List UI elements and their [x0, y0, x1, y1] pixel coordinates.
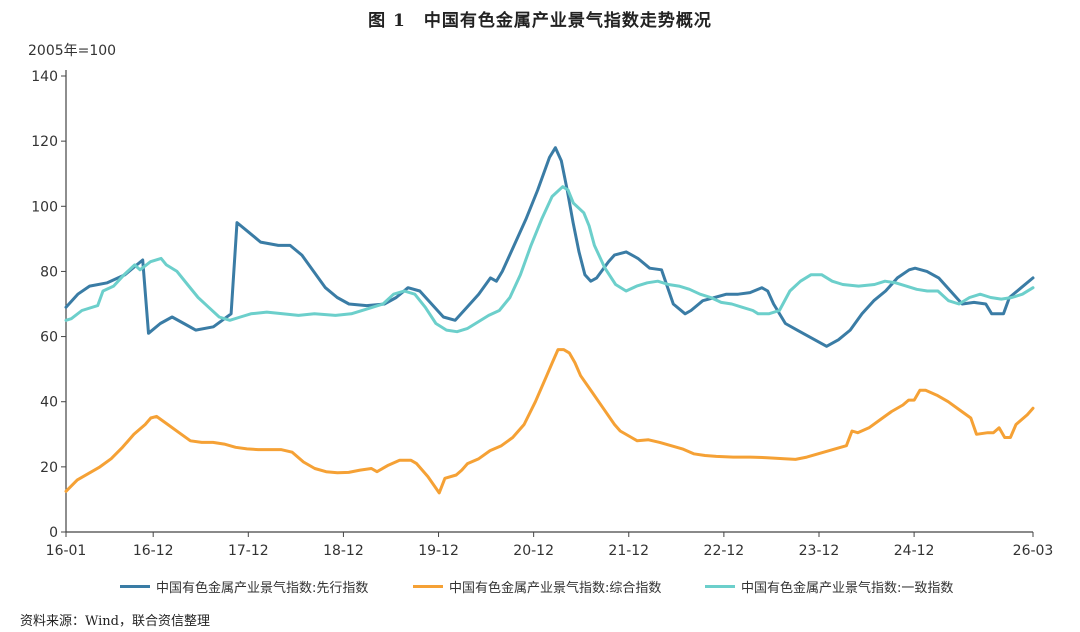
legend-item-composite: 中国有色金属产业景气指数:综合指数 — [413, 577, 661, 596]
x-tick-label: 19-12 — [418, 543, 459, 559]
legend-swatch-composite — [413, 585, 443, 588]
y-tick-label: 20 — [40, 460, 58, 476]
legend-swatch-leading — [120, 585, 150, 588]
y-tick-label: 60 — [40, 330, 58, 346]
legend-swatch-coincident — [705, 585, 735, 588]
chart-title: 图 1 中国有色金属产业景气指数走势概况 — [368, 11, 712, 31]
legend-label-leading: 中国有色金属产业景气指数:先行指数 — [156, 581, 369, 596]
legend-label-composite: 中国有色金属产业景气指数:综合指数 — [449, 581, 662, 596]
x-tick-label: 20-12 — [513, 543, 554, 559]
x-tick-label: 16-12 — [133, 543, 174, 559]
series-line-composite — [64, 348, 1035, 495]
source-note: 资料来源：Wind，联合资信整理 — [20, 614, 210, 629]
x-tick-label: 24-12 — [894, 543, 935, 559]
y-unit-label: 2005年=100 — [28, 43, 117, 59]
legend-item-coincident: 中国有色金属产业景气指数:一致指数 — [705, 577, 953, 596]
chart-legend: 中国有色金属产业景气指数:先行指数 中国有色金属产业景气指数:综合指数 中国有色… — [120, 577, 1020, 599]
x-tick-label: 18-12 — [323, 543, 364, 559]
x-tick-label: 21-12 — [608, 543, 649, 559]
series-line-leading — [64, 146, 1035, 348]
y-tick-label: 80 — [40, 264, 58, 280]
x-tick-label: 16-01 — [46, 543, 87, 559]
x-tick-label: 17-12 — [228, 543, 269, 559]
x-tick-label: 23-12 — [799, 543, 840, 559]
series-line-coincident — [64, 185, 1035, 334]
y-tick-label: 120 — [31, 134, 58, 150]
y-tick-label: 40 — [40, 395, 58, 411]
x-tick-label: 22-12 — [704, 543, 745, 559]
y-tick-label: 140 — [31, 69, 58, 85]
y-tick-label: 100 — [31, 199, 58, 215]
legend-label-coincident: 中国有色金属产业景气指数:一致指数 — [741, 581, 954, 596]
y-tick-label: 0 — [49, 525, 58, 541]
legend-item-leading: 中国有色金属产业景气指数:先行指数 — [120, 577, 368, 596]
x-tick-label: 26-03 — [1013, 543, 1054, 559]
